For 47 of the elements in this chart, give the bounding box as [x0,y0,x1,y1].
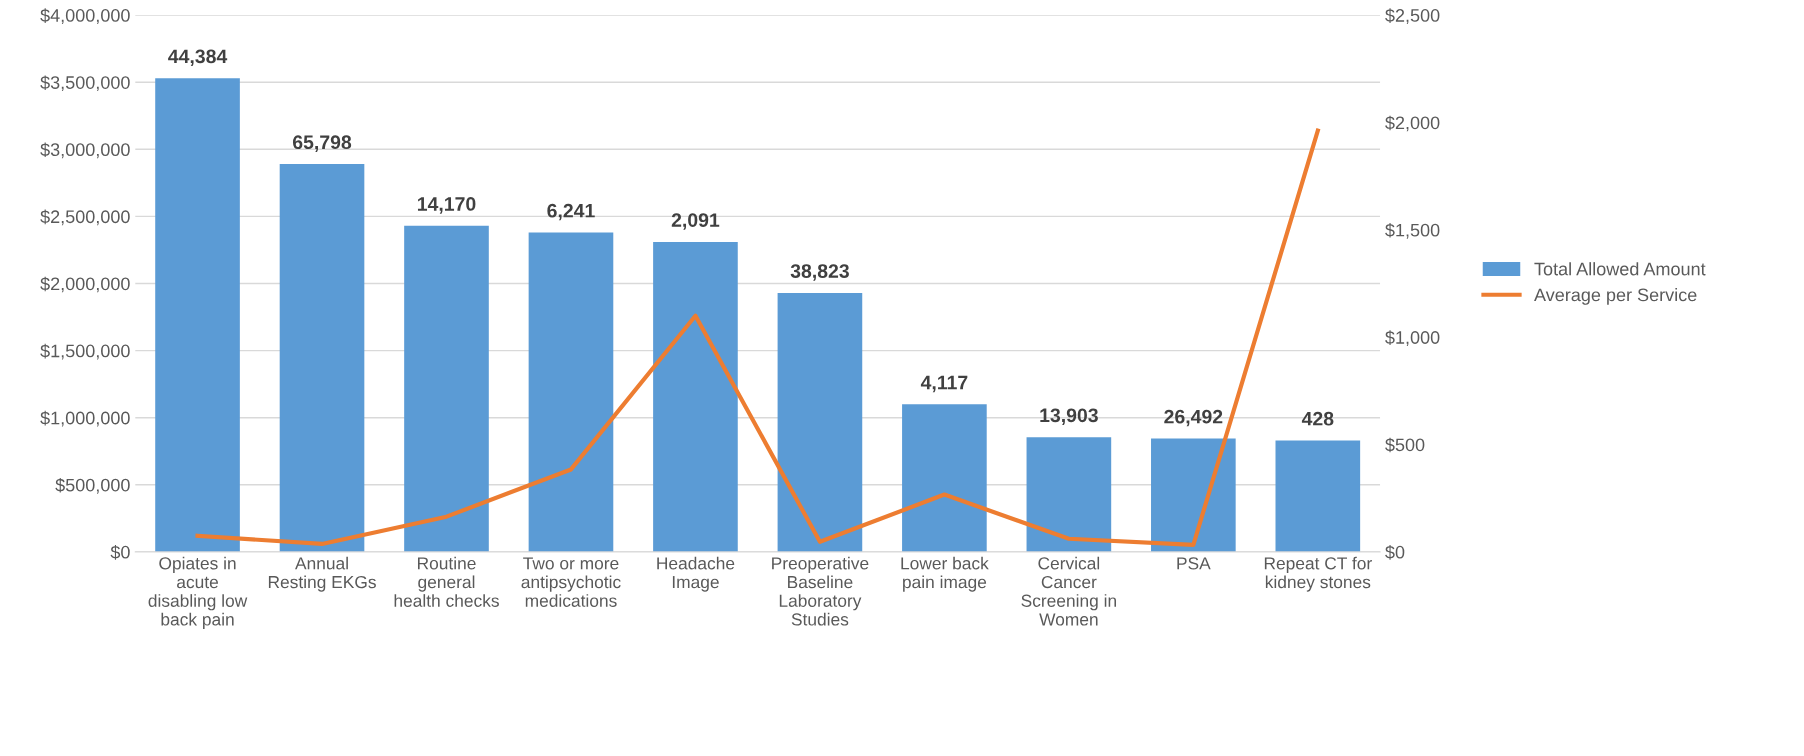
annotation: 38,823 [790,264,849,281]
y2-tick-label: $2,000 [1385,115,1440,132]
x-tick-label: Headache Image [657,556,735,592]
x-tick-label: Cervical Cancer Screening in Women [1021,556,1116,626]
y-tick-label: $2,500,000 [40,209,130,226]
x-tick-label: Opiates in acute disabling low back pain [148,556,248,630]
annotation: 14,170 [417,197,476,214]
x-tick-label: Repeat CT for kidney stones [1264,556,1372,592]
legend-label: Average per Service [1534,288,1697,305]
bar [777,292,863,552]
y-tick-label: $1,500,000 [40,343,130,360]
bar [902,404,987,552]
annotation: 2,091 [671,213,720,230]
y2-tick-label: $2,500 [1385,8,1440,24]
y-tick-label: $2,000,000 [40,276,130,293]
bar [1151,438,1236,552]
bar [653,241,738,552]
bar [404,225,489,552]
annotation: 428 [1301,411,1334,426]
x-tick-label: PSA [1177,557,1211,570]
y-tick-label: $1,000,000 [40,410,130,427]
annotation: 26,492 [1164,409,1223,427]
bar [1275,440,1361,552]
bar [528,232,614,552]
y-tick-label: $500,000 [55,477,130,494]
annotation: 65,798 [292,135,352,152]
y2-tick-label: $0 [1385,545,1405,560]
x-tick-label: Preoperative Baseline Laboratory Studies [772,556,869,626]
bar [1026,437,1112,552]
y2-tick-label: $1,500 [1385,223,1440,239]
y2-tick-label: $500 [1385,437,1425,453]
legend-label: Total Allowed Amount [1534,262,1706,276]
x-tick-label: Lower back pain image [901,556,989,592]
annotation: 6,241 [547,203,595,221]
bar [155,78,240,552]
y-tick-label: $4,000,000 [40,8,130,24]
y2-tick-label: $1,000 [1385,330,1440,347]
x-tick-label: Routine general health checks [394,556,499,607]
annotation: 4,117 [920,375,968,393]
y-tick-label: $3,500,000 [40,75,130,92]
y-tick-label: $0 [110,545,130,560]
annotation: 44,384 [168,49,228,67]
x-tick-label: Two or more antipsychotic medications [521,557,621,607]
annotation: 13,903 [1040,408,1098,426]
y-tick-label: $3,000,000 [40,142,130,159]
x-tick-label: Annual Resting EKGs [268,556,376,592]
bar [279,164,365,552]
